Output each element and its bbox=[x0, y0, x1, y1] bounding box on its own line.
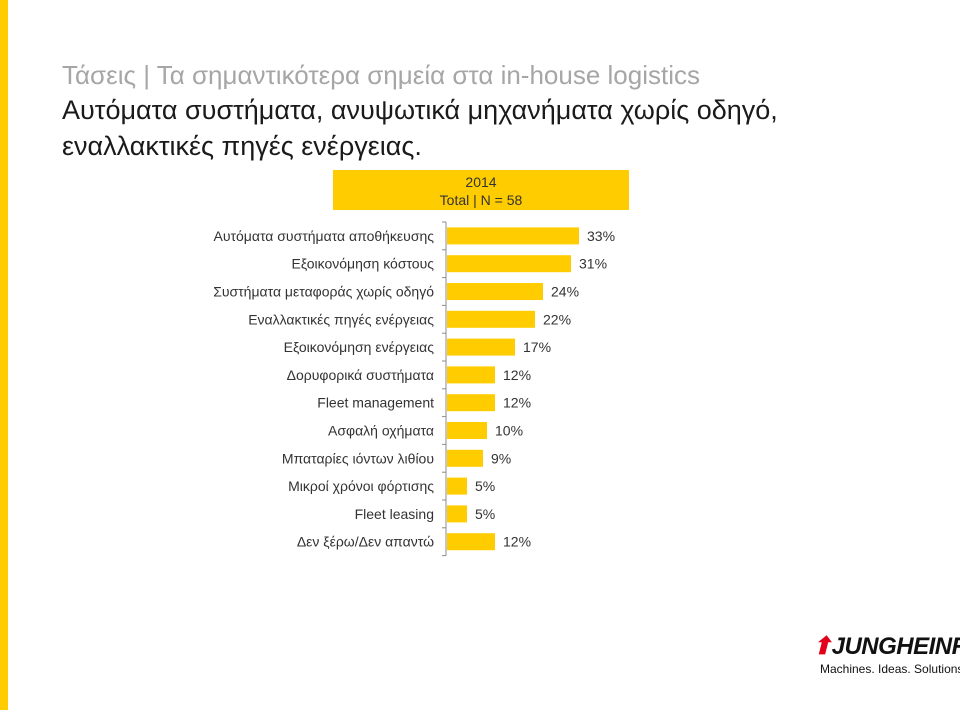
category-label: Μπαταρίες ιόντων λιθίου bbox=[282, 450, 434, 466]
category-label: Δορυφορικά συστήματα bbox=[287, 367, 434, 383]
chart-header-box: 2014 Total | N = 58 bbox=[333, 170, 629, 210]
data-label: 5% bbox=[475, 506, 495, 522]
bar bbox=[447, 422, 487, 439]
slide-title-dark-line1: Αυτόματα συστήματα, ανυψωτικά μηχανήματα… bbox=[62, 95, 778, 125]
data-label: 33% bbox=[587, 228, 615, 244]
jungheinrich-logo: ⬆JUNGHEINRICH Machines. Ideas. Solutions… bbox=[812, 626, 960, 686]
category-label: Fleet management bbox=[317, 395, 434, 411]
chart-header-year: 2014 bbox=[465, 174, 497, 190]
category-label: Εξοικονόμηση κόστους bbox=[292, 256, 435, 272]
bar bbox=[447, 255, 571, 273]
bar bbox=[447, 533, 495, 551]
bar bbox=[447, 338, 515, 356]
bar bbox=[447, 394, 495, 412]
bar bbox=[447, 283, 543, 300]
data-label: 12% bbox=[503, 534, 531, 550]
data-label: 17% bbox=[523, 339, 551, 355]
bar bbox=[447, 449, 483, 467]
data-label: 9% bbox=[491, 450, 511, 466]
bar bbox=[447, 505, 467, 523]
slide-title-dark: Αυτόματα συστήματα, ανυψωτικά μηχανήματα… bbox=[62, 92, 778, 164]
data-label: 12% bbox=[503, 395, 531, 411]
data-label: 10% bbox=[495, 423, 523, 439]
category-label: Ασφαλή οχήματα bbox=[328, 423, 434, 439]
category-label: Εναλλακτικές πηγές ενέργειας bbox=[248, 311, 434, 327]
logo-brand: JUNGHEINRICH bbox=[831, 633, 960, 660]
bar bbox=[447, 366, 495, 384]
category-label: Συστήματα μεταφοράς χωρίς οδηγό bbox=[213, 284, 434, 300]
category-label: Εξοικονόμηση ενέργειας bbox=[284, 339, 435, 355]
bar bbox=[447, 477, 467, 495]
logo-tagline: Machines. Ideas. Solutions. bbox=[820, 662, 960, 676]
logo-arrow-icon: ⬆ bbox=[812, 633, 832, 660]
logo-wordmark: ⬆JUNGHEINRICH bbox=[812, 632, 960, 661]
slide-title-dark-line2: εναλλακτικές πηγές ενέργειας. bbox=[62, 131, 422, 161]
category-label: Δεν ξέρω/Δεν απαντώ bbox=[297, 534, 434, 550]
bar bbox=[447, 310, 535, 328]
chart-header-sample: Total | N = 58 bbox=[439, 192, 523, 208]
data-label: 12% bbox=[503, 367, 531, 383]
category-label: Αυτόματα συστήματα αποθήκευσης bbox=[214, 228, 435, 244]
slide-title-gray: Τάσεις | Τα σημαντικότερα σημεία στα in-… bbox=[62, 60, 701, 90]
bar bbox=[447, 227, 579, 245]
data-label: 5% bbox=[475, 478, 495, 494]
data-label: 31% bbox=[579, 256, 607, 272]
category-label: Μικροί χρόνοι φόρτισης bbox=[288, 478, 434, 494]
accent-bar bbox=[0, 0, 8, 710]
category-label: Fleet leasing bbox=[355, 506, 434, 522]
data-label: 24% bbox=[551, 284, 579, 300]
data-label: 22% bbox=[543, 311, 571, 327]
